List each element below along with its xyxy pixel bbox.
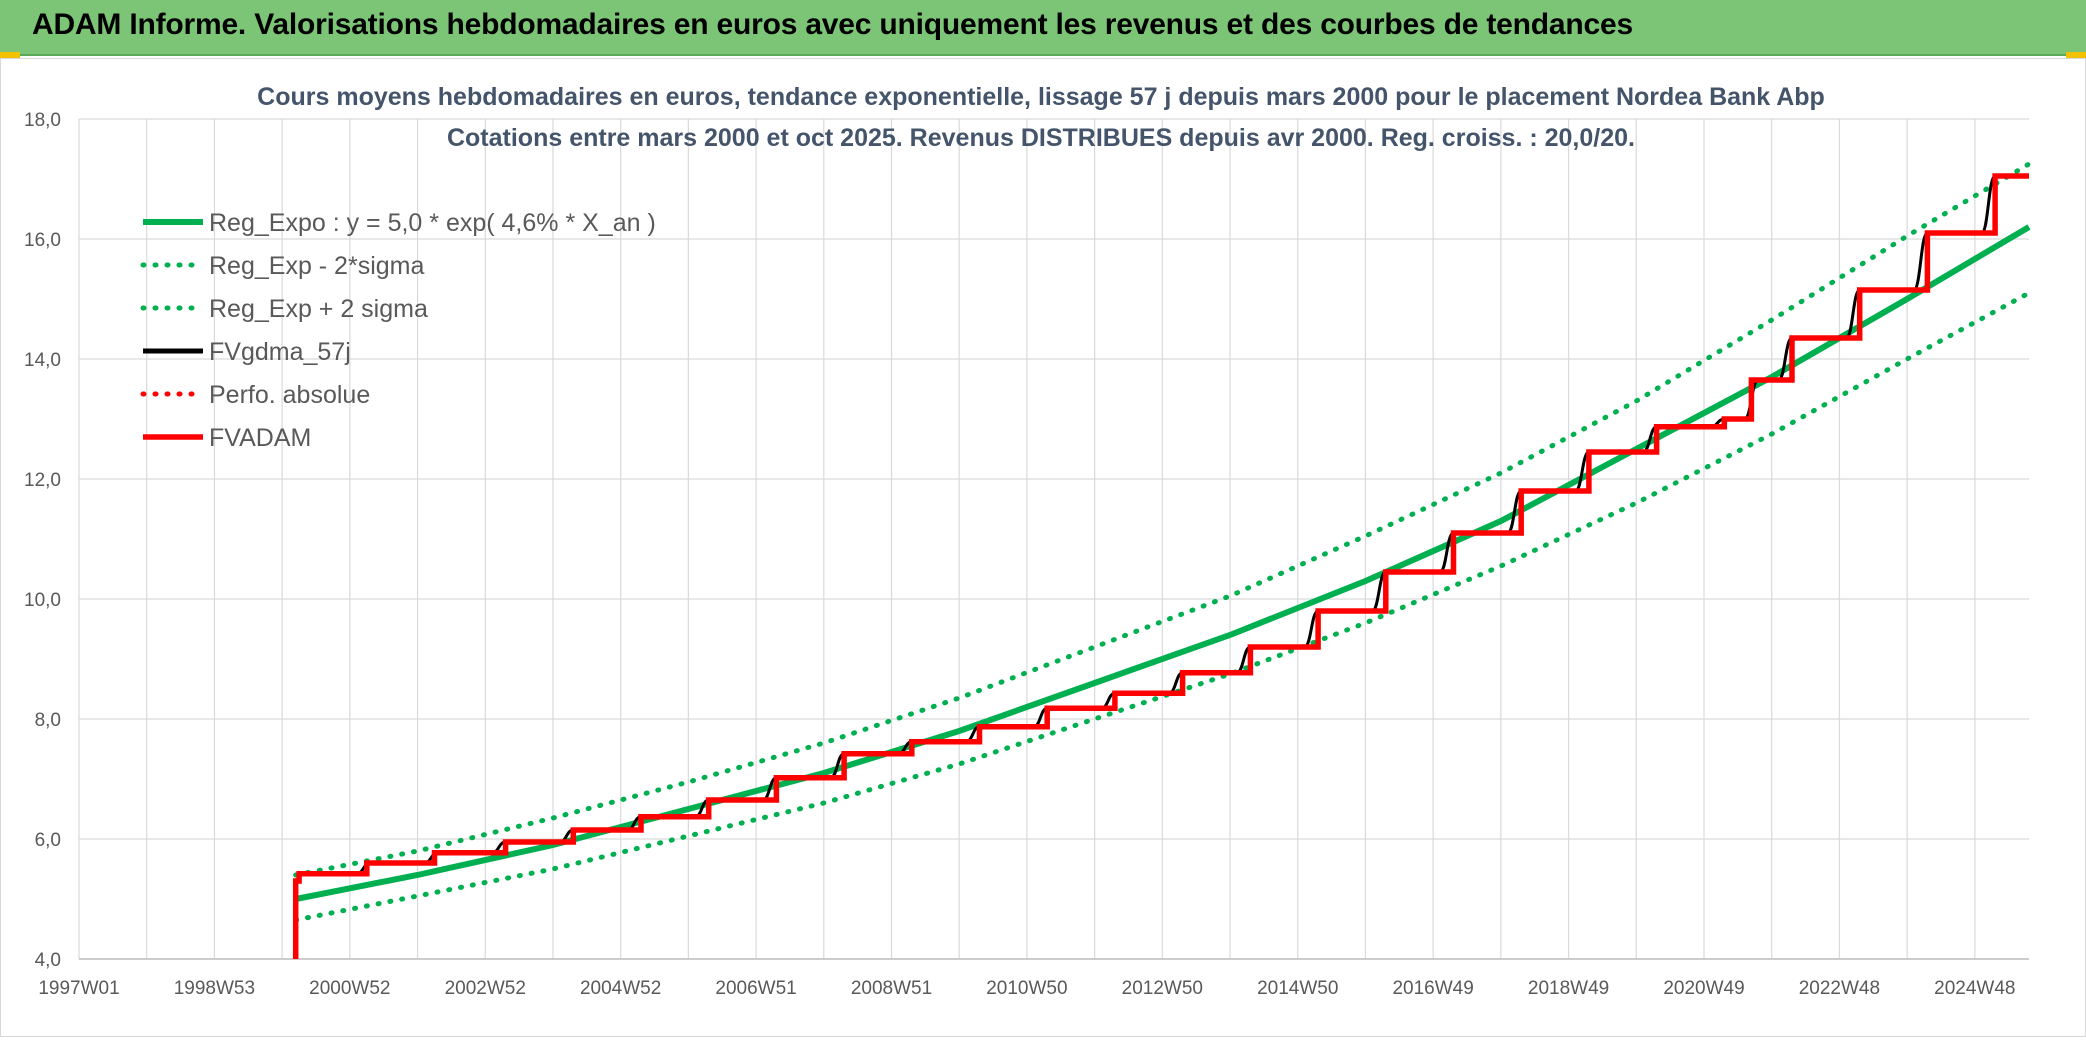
legend-label: Reg_Exp - 2*sigma [209,252,424,280]
chart-title: Cours moyens hebdomadaires en euros, ten… [257,83,1825,111]
y-tick-label: 12,0 [24,470,61,491]
corner-accent-left [0,52,20,60]
x-tick-label: 2002W52 [445,978,526,999]
x-tick-label: 2016W49 [1392,978,1473,999]
corner-accent-right [2066,52,2086,60]
x-tick-label: 2018W49 [1528,978,1609,999]
x-tick-label: 2012W50 [1122,978,1203,999]
x-tick-label: 2010W50 [986,978,1067,999]
y-tick-label: 6,0 [35,830,61,851]
legend: Reg_Expo : y = 5,0 * exp( 4,6% * X_an ) R… [140,209,656,452]
chart-container: 4,0 6,0 8,0 10,0 12,0 14,0 16,0 18,0 1997W01 1998… [0,58,2086,1037]
legend-label: Reg_Expo : y = 5,0 * exp( 4,6% * X_an ) [209,209,656,237]
x-tick-label: 2004W52 [580,978,661,999]
x-tick-label: 2020W49 [1663,978,1744,999]
axes: 4,0 6,0 8,0 10,0 12,0 14,0 16,0 18,0 1997W01 1998… [24,110,2029,999]
x-tick-label: 2014W50 [1257,978,1338,999]
x-tick-label: 2008W51 [851,978,932,999]
legend-label: Perfo. absolue [209,381,370,409]
x-tick-label: 1998W53 [174,978,255,999]
legend-label: Reg_Exp + 2 sigma [209,295,428,323]
chart-subtitle: Cotations entre mars 2000 et oct 2025. R… [447,124,1635,152]
x-tick-label: 2022W48 [1799,978,1880,999]
series-line-reg-exp-2-sigma [293,290,2032,923]
grid [78,118,2029,960]
series-line-reg-exp-2-sigma [293,161,2032,878]
x-tick-label: 1997W01 [38,978,119,999]
y-tick-label: 14,0 [24,350,61,371]
y-tick-label: 18,0 [24,110,61,131]
legend-label: FVADAM [209,424,311,452]
series-layer [292,161,2032,959]
y-tick-label: 16,0 [24,230,61,251]
x-tick-label: 2024W48 [1934,978,2015,999]
y-tick-label: 8,0 [35,710,61,731]
page-title: ADAM Informe. Valorisations hebdomadaire… [32,8,1633,41]
x-tick-label: 2000W52 [309,978,390,999]
legend-label: FVgdma_57j [209,338,351,366]
header-bar: ADAM Informe. Valorisations hebdomadaire… [0,0,2086,56]
series-line-fvgdma-57j [295,174,2029,883]
x-tick-label: 2006W51 [715,978,796,999]
series-line-fvadam [292,173,2029,959]
y-tick-label: 4,0 [35,950,61,971]
chart-svg: 4,0 6,0 8,0 10,0 12,0 14,0 16,0 18,0 1997W01 1998… [24,83,2032,999]
y-tick-label: 10,0 [24,590,61,611]
